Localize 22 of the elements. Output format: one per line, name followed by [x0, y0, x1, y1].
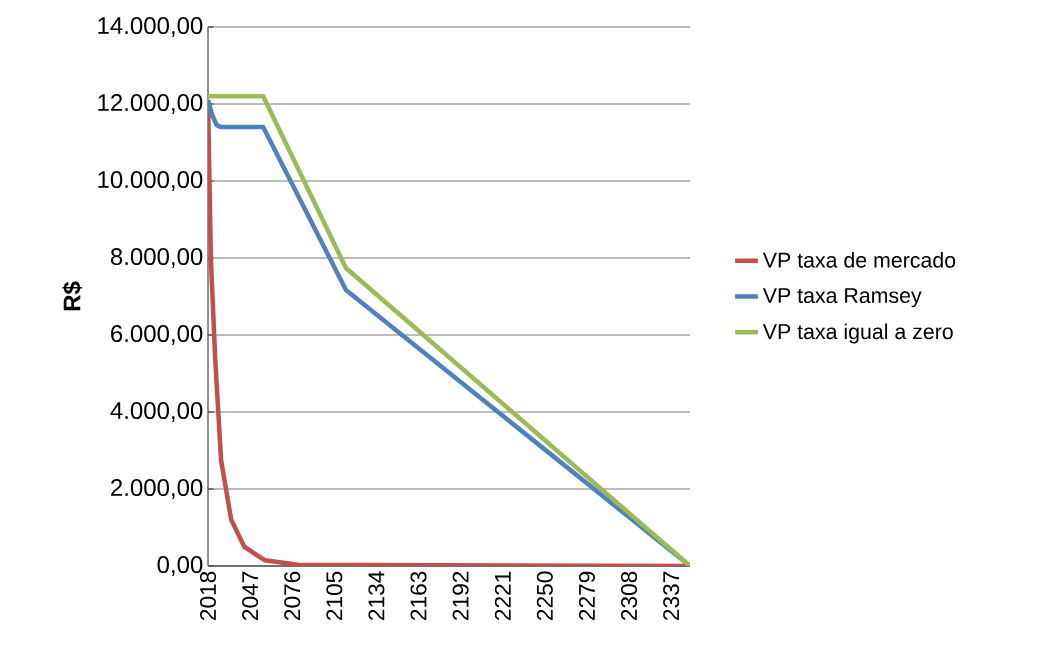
x-tick-label: 2134 — [368, 571, 385, 620]
x-tick-label: 2105 — [326, 571, 343, 620]
y-tick-label: 10.000,00 — [98, 171, 203, 191]
legend-label: VP taxa Ramsey — [762, 288, 922, 308]
legend-label: VP taxa de mercado — [762, 252, 956, 268]
x-tick-label: 2047 — [242, 571, 259, 620]
y-axis-title: R$ — [62, 281, 83, 311]
x-tick-label: 2163 — [410, 571, 427, 620]
x-tick-label: 2250 — [536, 571, 553, 620]
x-tick-label: 2076 — [284, 571, 301, 620]
y-tick-label: 8.000,00 — [110, 248, 203, 268]
legend-label: VP taxa igual a zero — [762, 323, 953, 344]
y-tick-label: 14.000,00 — [98, 17, 203, 37]
y-tick-label: 6.000,00 — [111, 325, 203, 345]
x-tick-label: 2337 — [663, 571, 680, 620]
y-tick-label: 12.000,00 — [98, 94, 203, 114]
y-tick-label: 4.000,00 — [110, 402, 203, 422]
x-tick-label: 2192 — [452, 571, 469, 620]
x-tick-label: 2221 — [494, 571, 511, 620]
x-tick-label: 2279 — [578, 571, 595, 620]
x-tick-label: 2308 — [621, 571, 638, 620]
y-tick-label: 2.000,00 — [111, 479, 203, 499]
